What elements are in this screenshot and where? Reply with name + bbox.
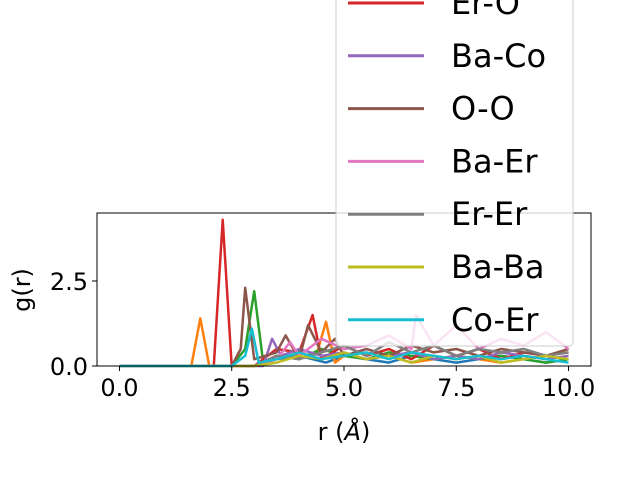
legend-label: Ba-Er xyxy=(451,142,538,180)
plot-lines xyxy=(119,218,570,368)
legend-label: Er-Er xyxy=(451,195,528,233)
x-axis-label: r (Å) xyxy=(318,417,371,446)
y-tick-label: 2.5 xyxy=(50,268,88,296)
legend-label: Ba-Co xyxy=(451,37,546,75)
y-axis-label: g(r) xyxy=(8,268,36,312)
legend: Er-O Ba-Co O-O Ba-Er Er-Er Ba-Ba Co-Er xyxy=(335,0,574,347)
y-axis-ticks: 0.0 2.5 xyxy=(50,268,97,381)
x-tick-label: 7.5 xyxy=(437,374,475,402)
legend-box xyxy=(335,0,574,347)
legend-label: Ba-Ba xyxy=(451,248,545,286)
x-tick-label: 2.5 xyxy=(213,374,251,402)
x-tick-label: 5.0 xyxy=(325,374,363,402)
legend-label: Er-O xyxy=(451,0,520,22)
legend-label: Co-Er xyxy=(451,301,539,339)
series-line-5 xyxy=(119,286,569,368)
y-tick-label: 0.0 xyxy=(50,353,88,381)
legend-label: O-O xyxy=(451,90,515,128)
x-tick-label: 10.0 xyxy=(542,374,595,402)
series-line-9 xyxy=(119,327,569,368)
series-line-3 xyxy=(119,218,569,368)
x-axis-ticks: 0.0 2.5 5.0 7.5 10.0 xyxy=(100,366,595,402)
x-tick-label: 0.0 xyxy=(100,374,138,402)
